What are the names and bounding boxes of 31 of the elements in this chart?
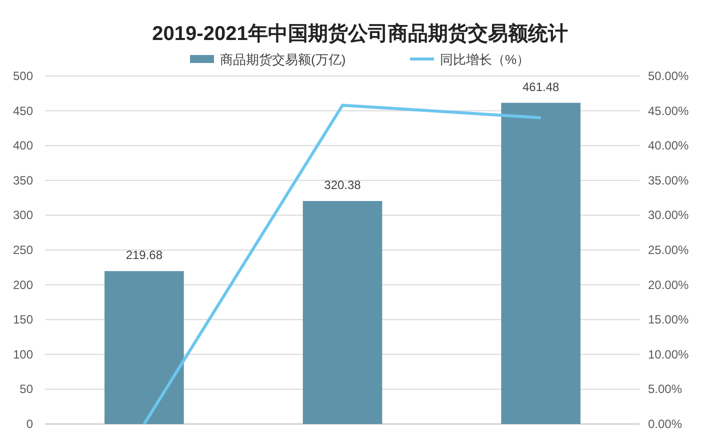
y2-tick-label: 10.00% bbox=[648, 347, 690, 362]
y-tick-label: 450 bbox=[12, 104, 34, 118]
bar bbox=[104, 271, 184, 424]
y-tick-label: 200 bbox=[12, 278, 34, 292]
y2-tick-label: 35.00% bbox=[648, 173, 690, 188]
y-tick-label: 50 bbox=[20, 382, 34, 396]
legend-label: 同比增长（%） bbox=[440, 52, 530, 67]
y-tick-label: 250 bbox=[12, 243, 34, 257]
y2-tick-label: 0.00% bbox=[648, 417, 682, 431]
y-tick-label: 300 bbox=[12, 208, 34, 222]
y-tick-label: 500 bbox=[12, 69, 34, 83]
bar bbox=[501, 102, 580, 424]
y2-tick-label: 15.00% bbox=[648, 312, 690, 327]
bar bbox=[302, 201, 382, 424]
y2-tick-label: 45.00% bbox=[648, 104, 690, 118]
chart-title: 2019-2021年中国期货公司商品期货交易额统计 bbox=[152, 22, 568, 45]
y2-tick-label: 40.00% bbox=[648, 138, 690, 153]
y-tick-label: 350 bbox=[12, 173, 34, 188]
y2-tick-label: 50.00% bbox=[648, 69, 690, 83]
y2-tick-label: 5.00% bbox=[648, 382, 682, 396]
y2-tick-label: 25.00% bbox=[648, 243, 690, 257]
data-label: 320.38 bbox=[324, 178, 362, 192]
y2-tick-label: 20.00% bbox=[648, 278, 690, 292]
data-label: 461.48 bbox=[522, 80, 560, 94]
legend-label: 商品期货交易额(万亿) bbox=[220, 52, 346, 67]
data-label: 219.68 bbox=[126, 248, 163, 262]
y-tick-label: 0 bbox=[26, 417, 34, 431]
y-tick-label: 100 bbox=[12, 347, 34, 362]
y2-tick-label: 30.00% bbox=[648, 208, 690, 222]
y-tick-label: 150 bbox=[12, 312, 34, 327]
y-tick-label: 400 bbox=[12, 138, 34, 153]
